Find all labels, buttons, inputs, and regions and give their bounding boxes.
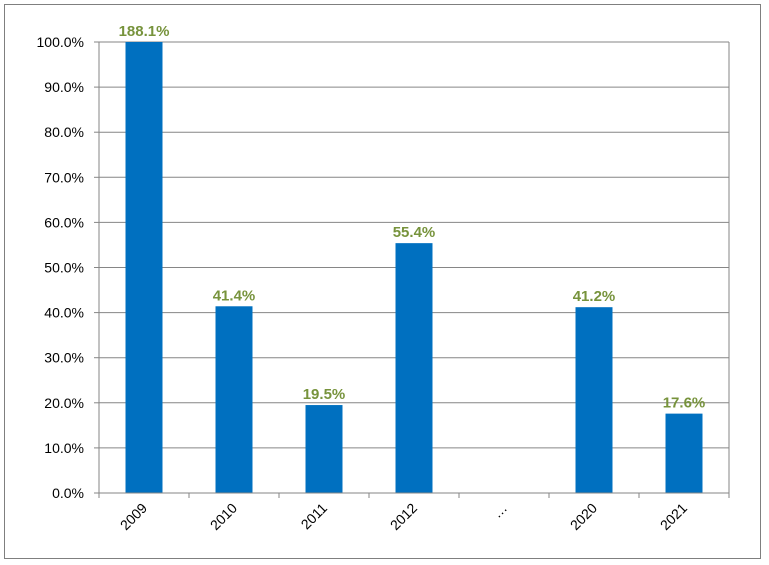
y-tick-label: 10.0% [44,440,84,456]
data-label-2011: 19.5% [303,386,346,403]
data-labels: 188.1% 41.4% 19.5% 55.4% 41.2% 17.6% [119,23,706,412]
y-tick-label: 30.0% [44,350,84,366]
x-tick-label: 2010 [207,500,240,533]
data-label-2010: 41.4% [213,287,256,304]
y-tick-label: 0.0% [52,485,84,501]
y-tick-label: 100.0% [37,34,84,50]
bar-2012 [395,243,433,493]
data-label-2009: 188.1% [119,23,170,40]
y-tick-label: 70.0% [44,169,84,185]
y-tick-label: 20.0% [44,395,84,411]
y-tick-labels: 0.0% 10.0% 20.0% 30.0% 40.0% 50.0% 60.0% 70.0% 8… [37,34,84,501]
data-label-2021: 17.6% [663,395,706,412]
y-tick-label: 80.0% [44,124,84,140]
axes [98,42,730,498]
bar-2011 [305,405,343,493]
x-tick-label: 2021 [657,500,690,533]
y-tick-label: 90.0% [44,79,84,95]
x-tick-label: 2012 [387,500,420,533]
bar-2021 [665,413,703,493]
y-tick-label: 40.0% [44,305,84,321]
x-tick-label: … [489,500,510,521]
x-tick-label: 2011 [298,500,331,533]
x-tick-label: 2009 [117,500,150,533]
y-tick-label: 60.0% [44,214,84,230]
bar-2020 [575,307,613,493]
bar-2009 [125,42,163,493]
bars [125,42,703,493]
x-tick-labels: 2009 2010 2011 2012 … 2020 2021 [117,500,690,533]
x-tick-label: 2020 [567,500,600,533]
y-tick-label: 50.0% [44,260,84,276]
bar-2010 [215,306,253,493]
data-label-2012: 55.4% [393,224,436,241]
data-label-2020: 41.2% [573,288,616,305]
